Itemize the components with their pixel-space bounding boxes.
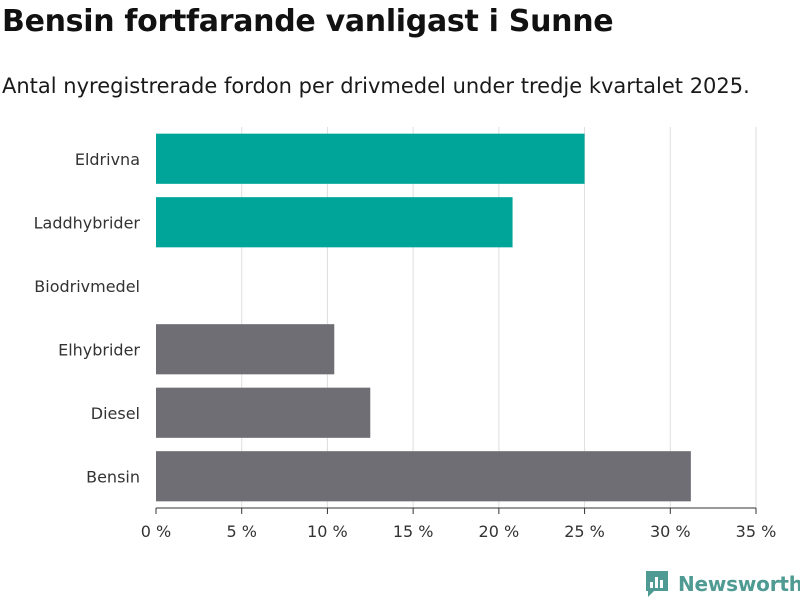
- chart-subtitle: Antal nyregistrerade fordon per drivmede…: [2, 74, 750, 98]
- x-tick-label: 0 %: [141, 522, 171, 541]
- category-label: Elhybrider: [58, 340, 140, 359]
- category-label: Diesel: [91, 404, 140, 423]
- category-label: Laddhybrider: [34, 213, 141, 232]
- bar-eldrivna: [156, 133, 585, 184]
- category-label: Biodrivmedel: [34, 277, 140, 296]
- chart-title: Bensin fortfarande vanligast i Sunne: [2, 4, 614, 39]
- bar-bensin: [156, 451, 691, 502]
- x-tick-label: 10 %: [307, 522, 348, 541]
- bars: [156, 133, 691, 502]
- x-tick-label: 25 %: [564, 522, 605, 541]
- category-labels: Eldrivna Laddhybrider Biodrivmedel Elhybrid…: [34, 150, 141, 487]
- x-axis: 0 % 5 % 10 % 15 % 20 % 25 % 30 % 35 %: [141, 507, 777, 541]
- x-tick-label: 20 %: [479, 522, 520, 541]
- category-label: Bensin: [86, 467, 140, 486]
- x-tick-label: 5 %: [226, 522, 256, 541]
- grid-lines: [241, 127, 757, 508]
- x-tick-label: 15 %: [393, 522, 434, 541]
- x-tick-label: 30 %: [650, 522, 691, 541]
- bar-elhybrider: [156, 324, 335, 375]
- newsworthy-logo: Newsworthy: [644, 569, 800, 599]
- x-tick-label: 35 %: [736, 522, 777, 541]
- bar-laddhybrider: [156, 197, 513, 248]
- category-label: Eldrivna: [75, 150, 140, 169]
- logo-text: Newsworthy: [678, 572, 800, 596]
- bar-chart-speech-icon: [646, 571, 668, 597]
- bar-diesel: [156, 387, 371, 438]
